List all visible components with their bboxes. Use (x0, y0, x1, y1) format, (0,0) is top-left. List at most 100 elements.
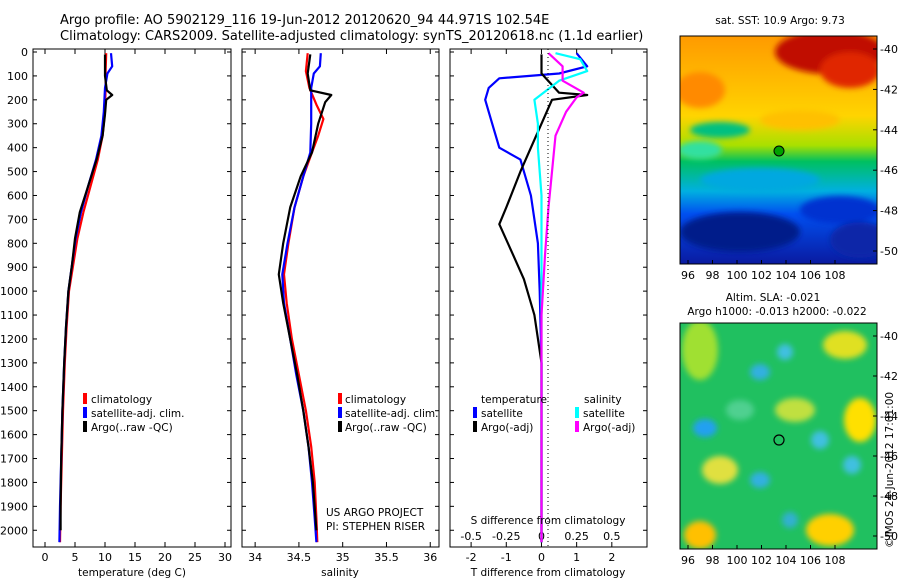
x-tick-label: 10 (98, 551, 112, 564)
x-tick-label: 25 (188, 551, 202, 564)
x-tick-label: 20 (158, 551, 172, 564)
legend-label-s-satellite: satellite (583, 408, 625, 420)
legend-label-t-satellite: satellite (481, 408, 523, 420)
depth-tick-label: 1300 (0, 357, 28, 370)
lon-tick-label: 106 (800, 554, 821, 567)
depth-tick-label: 1000 (0, 285, 28, 298)
x-tick-label: 34.5 (287, 551, 312, 564)
depth-tick-label: 700 (7, 213, 28, 226)
depth-tick-label: 1200 (0, 333, 28, 346)
depth-tick-label: 900 (7, 261, 28, 274)
lon-tick-label: 108 (825, 554, 846, 567)
legend-swatch-climatology (338, 393, 342, 404)
depth-tick-label: 500 (7, 166, 28, 179)
lat-tick-label: -50 (880, 245, 898, 258)
axis-ticks: 0 5 10 15 20 25 30 34 34.5 35 35.5 36 -2 -1 0 1 2 -0.5 -0.… (33, 49, 647, 564)
sla-map (680, 323, 877, 549)
depth-tick-label: 100 (7, 70, 28, 83)
argo-location-marker-sst (773, 145, 785, 157)
s-tick-label: -0.25 (492, 530, 520, 543)
lon-tick-label: 96 (681, 554, 695, 567)
x-tick-label: -1 (501, 551, 512, 564)
depth-tick-label: 0 (21, 46, 28, 59)
timestamp-credit: ©IMOS 24-Jun-2012 17:01:00 (884, 392, 896, 548)
salinity-plot-frame (241, 48, 440, 548)
lat-tick-label: -40 (880, 330, 898, 343)
depth-tick-label: 1800 (0, 476, 28, 489)
lat-tick-label: -46 (880, 450, 898, 463)
depth-tick-label: 1500 (0, 405, 28, 418)
x-tick-label: 0 (42, 551, 49, 564)
header-line1: Argo profile: AO 5902129_116 19-Jun-2012… (60, 13, 549, 28)
lon-tick-label: 104 (776, 554, 797, 567)
x-tick-label: 2 (608, 551, 615, 564)
legend-label-t-argo: Argo(-adj) (481, 422, 533, 434)
depth-tick-label: 200 (7, 94, 28, 107)
sla-map-title1: Altim. SLA: -0.021 (726, 292, 821, 304)
series-line-argo (498, 54, 589, 543)
s-tick-label: 0.25 (564, 530, 589, 543)
salinity-series (277, 53, 333, 543)
legend-swatch-satellite (338, 407, 342, 418)
x-tick-label: 1 (573, 551, 580, 564)
header-line2: Climatology: CARS2009. Satellite-adjuste… (60, 29, 643, 44)
lat-tick-label: -44 (880, 410, 898, 423)
temperature-xlabel: temperature (deg C) (78, 567, 186, 579)
salinity-legend: climatology satellite-adj. clim. Argo(..… (338, 393, 438, 434)
legend-label-climatology: climatology (91, 394, 152, 406)
lon-tick-label: 102 (751, 554, 772, 567)
pi-credit: PI: STEPHEN RISER (326, 521, 425, 533)
depth-tick-label: 400 (7, 142, 28, 155)
lat-tick-label: -48 (880, 490, 898, 503)
legend-swatch-t-argo (473, 421, 477, 432)
sst-map-title: sat. SST: 10.9 Argo: 9.73 (715, 15, 845, 27)
x-tick-label: 35 (336, 551, 350, 564)
lat-tick-label: -42 (880, 83, 898, 96)
legend-swatch-argo (83, 421, 87, 432)
lat-tick-label: -40 (880, 43, 898, 56)
lat-tick-label: -46 (880, 164, 898, 177)
sla-map-title2: Argo h1000: -0.013 h2000: -0.022 (687, 306, 866, 318)
depth-tick-label: 300 (7, 118, 28, 131)
depth-tick-label: 1700 (0, 453, 28, 466)
series-line-satellite (281, 53, 322, 543)
lon-tick-label: 96 (681, 269, 695, 282)
legend-swatch-argo (338, 421, 342, 432)
depth-tick-label: 1900 (0, 500, 28, 513)
s-tick-label: -0.5 (460, 530, 481, 543)
salinity-xlabel: salinity (321, 567, 359, 579)
depth-tick-label: 1100 (0, 309, 28, 322)
temperature-series (58, 53, 114, 543)
depth-tick-label: 600 (7, 189, 28, 202)
temperature-legend: climatology satellite-adj. clim. Argo(..… (83, 393, 184, 434)
depth-tick-label: 1600 (0, 429, 28, 442)
depth-tick-label: 2000 (0, 524, 28, 537)
legend-label-climatology: climatology (345, 394, 406, 406)
s-tick-label: 0.5 (603, 530, 621, 543)
difference-xlabel2: S difference from climatology (471, 515, 626, 527)
lon-tick-label: 100 (727, 554, 748, 567)
lon-tick-label: 98 (706, 554, 720, 567)
lon-tick-label: 102 (751, 269, 772, 282)
lon-tick-label: 104 (776, 269, 797, 282)
lon-tick-label: 100 (727, 269, 748, 282)
sla-map-lat-ticks: -40 -42 -44 -46 -48 -50 (873, 330, 898, 543)
sst-map-lat-ticks: -40 -42 -44 -46 -48 -50 (873, 43, 898, 258)
series-line-sal_satellite (533, 52, 589, 543)
legend-label-s-argo: Argo(-adj) (583, 422, 635, 434)
argo-location-marker-sla (773, 434, 785, 446)
x-tick-label: 34 (248, 551, 262, 564)
legend-title-salinity: salinity (584, 394, 622, 406)
difference-series (484, 52, 589, 543)
sla-map-lon-ticks: 96 98 100 102 104 106 108 (681, 545, 846, 567)
series-line-argo (59, 54, 114, 531)
series-line-satellite (484, 52, 589, 543)
legend-label-argo: Argo(..raw -QC) (345, 422, 427, 434)
sst-map-lon-ticks: 96 98 100 102 104 106 108 (681, 260, 846, 282)
sst-map-frame (679, 35, 878, 265)
x-tick-label: -2 (466, 551, 477, 564)
depth-tick-label: 800 (7, 237, 28, 250)
legend-label-satellite: satellite-adj. clim. (91, 408, 184, 420)
difference-xlabel: T difference from climatology (470, 567, 626, 579)
